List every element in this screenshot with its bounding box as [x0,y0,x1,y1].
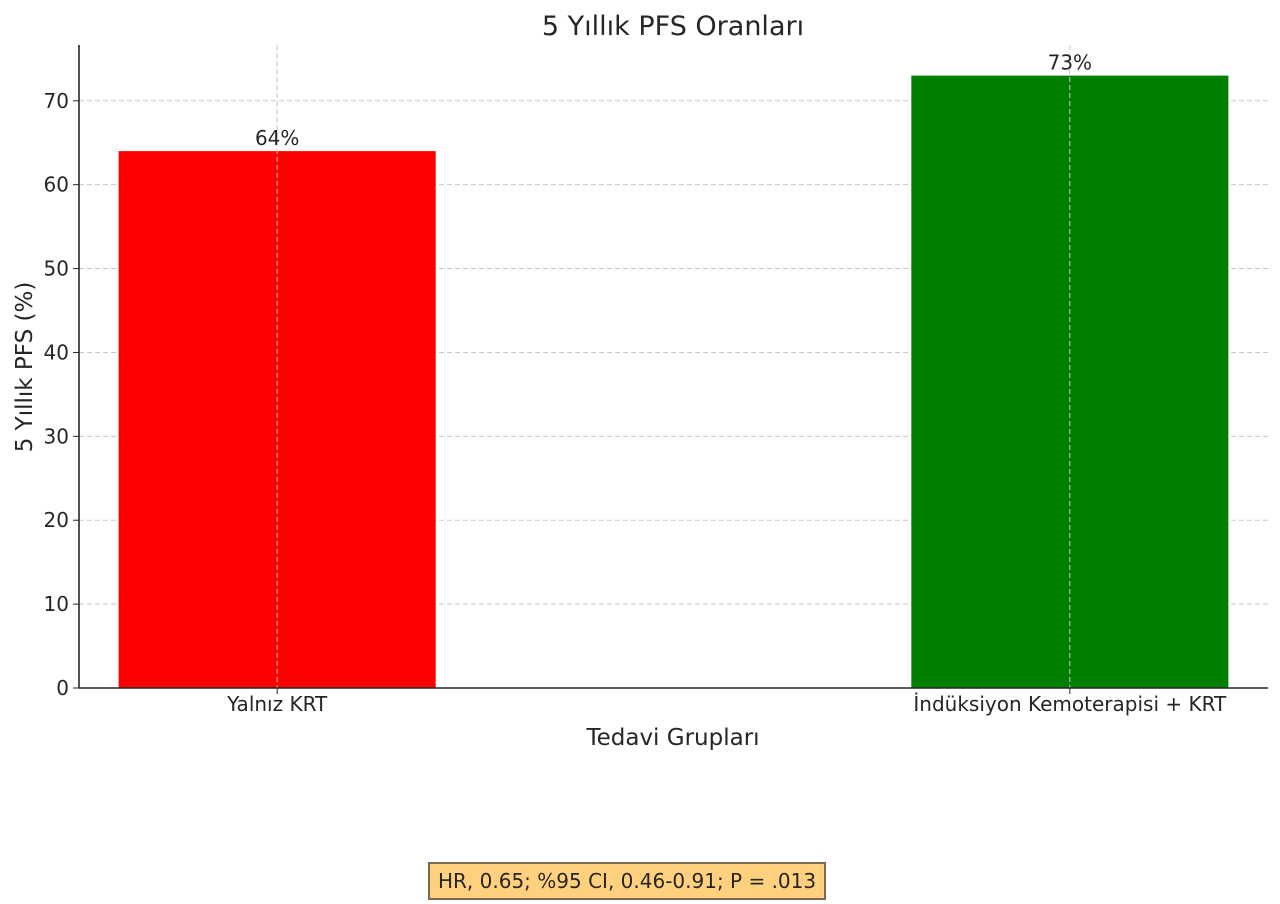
x-ticks-layer: Yalnız KRT İndüksiyon Kemoterapisi + KRT [226,688,1227,716]
y-tick-label: 0 [56,676,69,700]
hazard-ratio-annotation: HR, 0.65; %95 CI, 0.46-0.91; P = .013 [428,862,827,900]
bar-value-label: 64% [255,126,299,150]
chart-title: 5 Yıllık PFS Oranları [542,11,804,42]
data-labels-layer: 64% 73% [255,51,1092,150]
bar-value-label: 73% [1048,51,1092,75]
y-tick-label: 20 [44,508,69,532]
x-tick-label: İndüksiyon Kemoterapisi + KRT [913,692,1227,716]
y-tick-label: 60 [44,173,69,197]
y-axis-label: 5 Yıllık PFS (%) [12,282,38,453]
y-tick-label: 50 [44,257,69,281]
x-tick-label: Yalnız KRT [226,692,328,716]
y-tick-label: 70 [44,89,69,113]
y-tick-label: 40 [44,340,69,364]
vertical-grid-layer [276,45,1071,688]
y-tick-label: 10 [44,592,69,616]
y-tick-label: 30 [44,424,69,448]
bars-layer [118,75,1229,689]
y-ticks-layer: 0 10 20 30 40 50 60 70 [44,89,79,700]
x-axis-label: Tedavi Grupları [585,725,759,751]
